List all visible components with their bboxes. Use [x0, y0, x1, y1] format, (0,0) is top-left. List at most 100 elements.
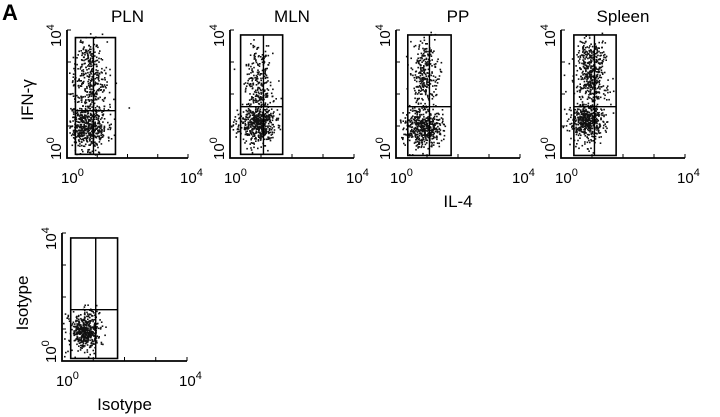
- event-dot: [251, 151, 254, 154]
- event-dot: [596, 49, 599, 52]
- event-dot: [415, 101, 417, 104]
- event-dot: [75, 118, 78, 120]
- event-dot: [249, 83, 252, 85]
- event-dot: [569, 143, 571, 146]
- event-dot: [583, 83, 586, 86]
- event-dot: [419, 86, 422, 88]
- event-dot: [108, 124, 111, 126]
- event-dot: [595, 47, 598, 49]
- event-dot: [74, 330, 76, 332]
- event-dot: [235, 123, 237, 125]
- event-dot: [90, 90, 92, 93]
- event-dot: [73, 67, 75, 70]
- event-dot: [93, 322, 96, 325]
- event-dot: [566, 129, 569, 132]
- event-dot: [96, 92, 98, 95]
- event-dot: [440, 139, 443, 142]
- event-dot: [427, 75, 430, 77]
- event-dot: [107, 121, 109, 124]
- event-dot: [591, 50, 593, 53]
- event-dot: [429, 121, 432, 124]
- event-dot: [426, 133, 429, 135]
- event-dot: [595, 80, 597, 83]
- event-dot: [581, 101, 584, 103]
- event-dot: [82, 48, 85, 51]
- event-dot: [419, 67, 422, 69]
- event-dot: [236, 109, 239, 112]
- event-dot: [240, 127, 243, 129]
- event-dot: [74, 326, 76, 328]
- event-dot: [430, 114, 432, 116]
- event-dot: [421, 78, 423, 80]
- event-dot: [420, 113, 423, 116]
- event-dot: [85, 334, 88, 336]
- event-dot: [108, 126, 111, 129]
- event-dot: [571, 126, 573, 128]
- event-dot: [82, 70, 85, 73]
- event-dot: [244, 89, 247, 91]
- event-dot: [257, 147, 259, 150]
- event-dot: [418, 141, 421, 143]
- event-dot: [81, 81, 84, 84]
- event-dot: [429, 93, 432, 95]
- event-dot: [429, 126, 432, 128]
- event-dot: [266, 114, 268, 117]
- event-dot: [418, 80, 421, 83]
- event-dot: [99, 127, 101, 129]
- event-dot: [260, 73, 263, 75]
- event-dot: [89, 81, 91, 84]
- event-dot: [427, 58, 430, 61]
- event-dot: [433, 141, 435, 144]
- event-dot: [578, 130, 581, 132]
- event-dot: [433, 126, 436, 128]
- event-dot: [577, 121, 580, 124]
- event-dot: [254, 124, 257, 126]
- event-dot: [250, 77, 253, 79]
- event-dot: [260, 137, 262, 140]
- event-dot: [96, 133, 99, 135]
- event-dot: [83, 312, 86, 315]
- event-dot: [249, 109, 252, 112]
- event-dot: [581, 116, 584, 119]
- event-dot: [427, 63, 430, 65]
- event-dot: [420, 68, 422, 71]
- event-dot: [102, 86, 105, 88]
- event-dot: [81, 54, 83, 57]
- event-dot: [254, 125, 256, 128]
- event-dot: [581, 103, 584, 105]
- event-dot: [270, 128, 273, 131]
- event-dot: [268, 132, 270, 135]
- event-dot: [95, 114, 98, 116]
- event-dot: [583, 133, 586, 135]
- event-dot: [590, 120, 593, 123]
- event-dot: [413, 109, 415, 112]
- event-dot: [93, 131, 96, 133]
- event-dot: [427, 54, 429, 57]
- event-dot: [260, 133, 262, 136]
- event-dot: [589, 129, 592, 132]
- event-dot: [433, 118, 436, 121]
- event-dot: [100, 137, 102, 139]
- event-dot: [82, 319, 85, 322]
- event-dot: [95, 71, 98, 74]
- event-dot: [587, 67, 589, 70]
- event-dot: [601, 65, 604, 68]
- event-dot: [431, 133, 433, 136]
- event-dot: [570, 122, 573, 125]
- event-dot: [81, 128, 84, 130]
- event-dot: [97, 119, 100, 122]
- event-dot: [422, 152, 424, 155]
- event-dot: [422, 124, 424, 127]
- event-dot: [580, 98, 582, 101]
- event-dot: [417, 86, 420, 88]
- event-dot: [79, 330, 81, 333]
- event-dot: [589, 62, 591, 64]
- event-dot: [258, 129, 260, 131]
- event-dot: [82, 96, 85, 98]
- event-dot: [248, 109, 251, 111]
- event-dot: [71, 323, 74, 325]
- event-dot: [92, 326, 95, 328]
- event-dot: [278, 80, 280, 82]
- event-dot: [402, 112, 404, 114]
- event-dot: [423, 140, 426, 143]
